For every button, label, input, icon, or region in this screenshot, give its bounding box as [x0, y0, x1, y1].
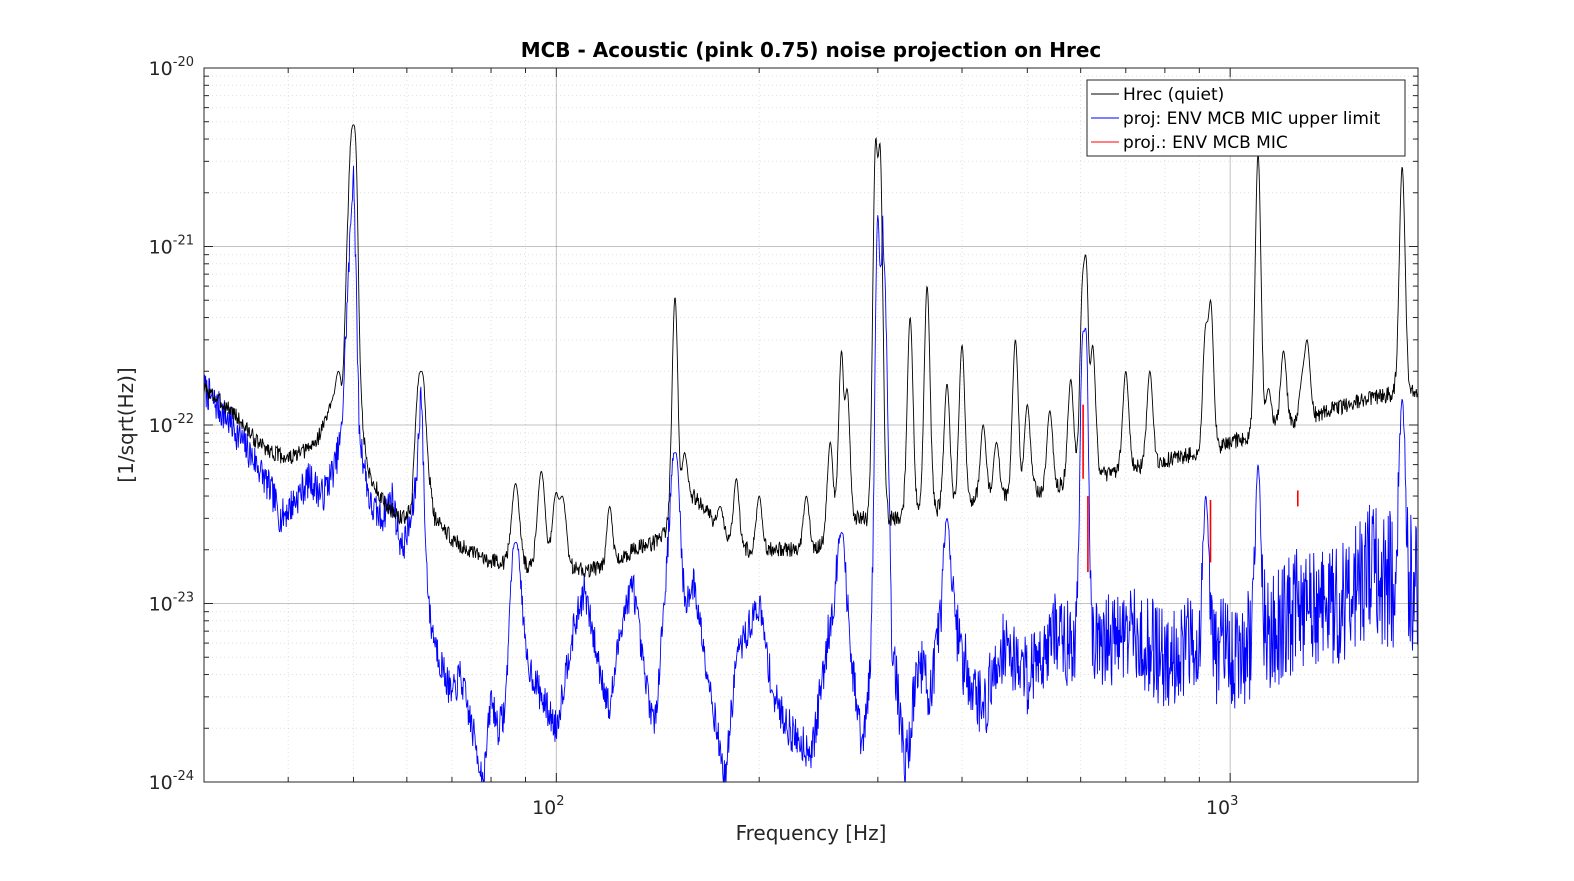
series-layer: [203, 124, 1419, 784]
y-tick-label: 10-21: [149, 234, 194, 259]
y-tick-label: 10-20: [149, 55, 194, 80]
x-tick-label: 102: [532, 794, 564, 819]
legend-label-hrec: Hrec (quiet): [1123, 85, 1224, 105]
y-tick-label: 10-23: [149, 591, 194, 616]
chart-title: MCB - Acoustic (pink 0.75) noise project…: [521, 38, 1102, 62]
legend: Hrec (quiet) proj: ENV MCB MIC upper lim…: [1086, 79, 1406, 157]
legend-label-projection: proj.: ENV MCB MIC: [1123, 133, 1288, 153]
legend-label-upper-limit: proj: ENV MCB MIC upper limit: [1123, 109, 1381, 129]
ticks: [203, 68, 1418, 783]
y-axis-label: [1/sqrt(Hz)]: [114, 367, 138, 482]
series-line-hrec: [203, 124, 1419, 578]
x-tick-label: 103: [1206, 794, 1238, 819]
y-tick-label: 10-22: [149, 412, 194, 437]
x-axis-label: Frequency [Hz]: [736, 821, 887, 845]
series-line-upper-limit: [203, 165, 1419, 784]
legend-box: [1086, 79, 1406, 157]
tick-labels: 102 103 10-24 10-23 10-22 10-21 10-20: [149, 55, 1239, 819]
y-tick-label: 10-24: [149, 769, 194, 794]
